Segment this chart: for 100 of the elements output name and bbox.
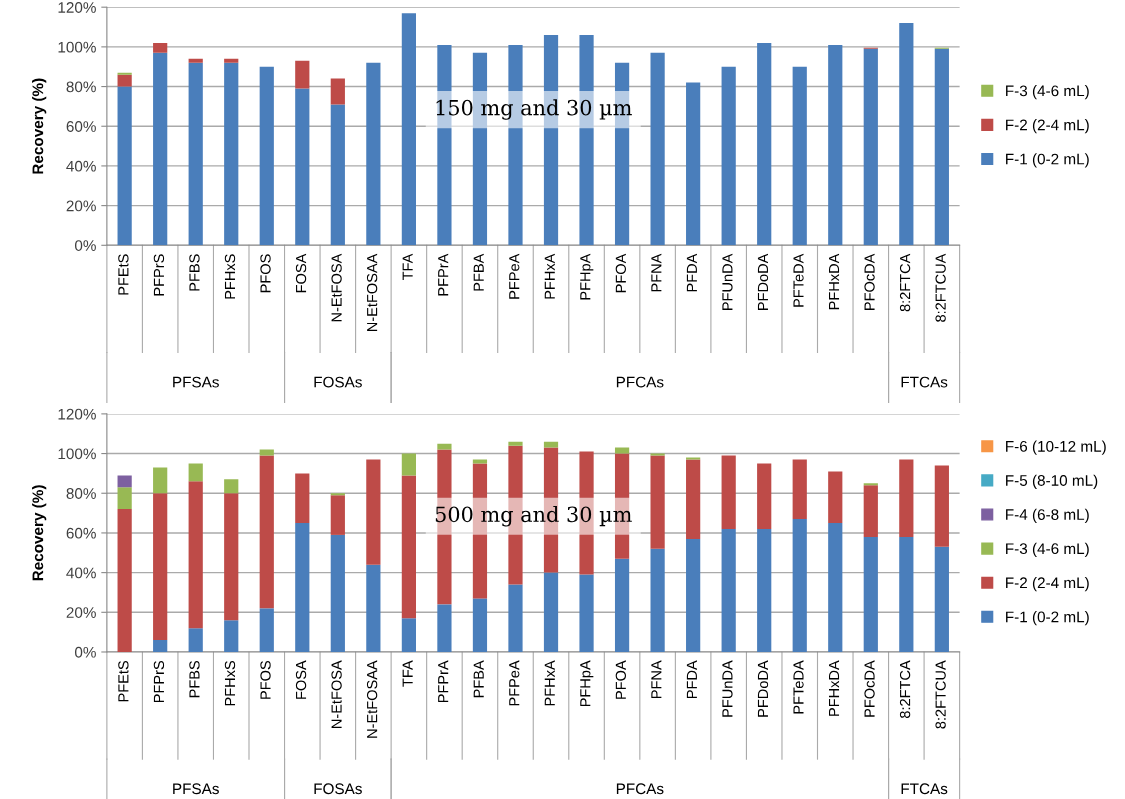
x-tick-label: PFHxA — [544, 253, 555, 299]
bar — [650, 455, 665, 549]
y-tick-label: 60% — [66, 527, 96, 539]
bar — [153, 52, 168, 246]
bar — [330, 495, 345, 535]
y-axis-title: Recovery (%) — [32, 78, 47, 174]
x-tick-label: FOSA — [295, 660, 307, 699]
bar — [259, 455, 274, 609]
x-tick-label: PFDoDA — [757, 253, 769, 310]
x-tick-label: 8:2FTCA — [899, 660, 911, 719]
x-tick-label: PFOA — [615, 660, 626, 699]
bar — [792, 459, 807, 520]
x-tick-label: 8:2FTCUA — [935, 253, 946, 322]
x-tick-label: TFA — [402, 660, 413, 687]
bar — [295, 88, 310, 246]
text: FTCAs — [901, 783, 948, 795]
x-tick-label: PFHxDA — [829, 253, 840, 310]
bar — [401, 13, 416, 246]
text: PFCAs — [616, 783, 664, 795]
bar — [686, 459, 701, 539]
legend-label: F-2 (2-4 mL) — [1006, 119, 1089, 134]
x-tick-label: PFPrS — [153, 254, 165, 296]
bar — [650, 52, 665, 246]
legend-label: F-1 (0-2 mL) — [1006, 153, 1089, 168]
x-tick-label: PFPeA — [509, 253, 520, 299]
x-tick-label: PFUnDA — [722, 660, 733, 717]
x-tick-label: PFOA — [615, 253, 626, 293]
bar — [650, 548, 665, 652]
bar — [686, 538, 701, 652]
bar — [721, 66, 736, 246]
bar — [188, 628, 203, 652]
legend-label: F-6 (10-12 mL) — [1006, 440, 1106, 455]
x-tick-label: PFBA — [473, 660, 484, 698]
bar — [863, 485, 878, 537]
x-tick-label: PFHxDA — [829, 660, 840, 716]
bar — [757, 463, 772, 529]
text: PFSAs — [173, 783, 219, 795]
bar — [721, 455, 736, 529]
x-tick-label: PFBS — [189, 254, 200, 291]
annotation: 500 mg and 30 µm — [435, 506, 632, 527]
y-tick-label: 100% — [58, 41, 96, 53]
x-tick-label: PFOcDA — [864, 253, 875, 310]
y-tick-label: 120% — [58, 408, 96, 420]
x-tick-label: PFEtS — [118, 254, 129, 295]
bar — [508, 441, 523, 446]
legend-label: F-5 (8-10 mL) — [1006, 474, 1098, 489]
x-tick-label: PFNA — [651, 253, 662, 292]
bar — [259, 608, 274, 652]
text: FOSAs — [314, 783, 362, 795]
bar — [757, 528, 772, 652]
x-tick-label: PFNA — [651, 660, 662, 699]
bar — [188, 463, 203, 482]
bar — [401, 475, 416, 619]
y-tick-label: 80% — [66, 81, 96, 93]
bar — [401, 618, 416, 652]
bar — [295, 60, 310, 89]
y-tick-label: 0% — [74, 240, 96, 251]
bar — [153, 467, 168, 494]
bar — [437, 443, 452, 450]
bar — [188, 58, 203, 63]
y-tick-label: 60% — [66, 121, 96, 132]
bar — [117, 74, 132, 87]
bar — [259, 66, 274, 246]
y-tick-label: 40% — [66, 567, 96, 579]
bar — [828, 471, 843, 524]
bar — [828, 44, 843, 246]
x-tick-label: PFOS — [260, 660, 271, 699]
bar — [295, 523, 310, 652]
bar — [437, 604, 452, 652]
bar — [224, 620, 239, 652]
y-tick-label: 120% — [58, 2, 96, 13]
bar — [934, 48, 949, 246]
bar — [117, 86, 132, 246]
bar — [153, 42, 168, 53]
x-tick-label: N-EtFOSAA — [366, 660, 378, 738]
bar — [686, 82, 701, 246]
legend-label: F-3 (4-6 mL) — [1006, 85, 1089, 100]
x-tick-label: PFPrA — [438, 660, 449, 703]
bar — [721, 528, 736, 652]
x-tick-label: TFA — [402, 253, 413, 281]
bar — [188, 481, 203, 629]
bar — [366, 564, 381, 652]
x-tick-label: PFOcDA — [864, 660, 875, 717]
x-tick-label: 8:2FTCUA — [935, 660, 946, 729]
text: PFCAs — [616, 376, 664, 388]
bar — [153, 493, 168, 641]
bar — [899, 23, 914, 246]
bar — [899, 459, 914, 537]
x-tick-label: PFPrS — [153, 660, 165, 703]
bar — [508, 584, 523, 652]
bar — [295, 473, 310, 524]
x-tick-label: PFDA — [686, 253, 697, 292]
y-tick-label: 20% — [66, 200, 96, 212]
bar — [330, 104, 345, 246]
bar — [614, 447, 630, 454]
legend-label: F-1 (0-2 mL) — [1006, 611, 1089, 626]
x-tick-label: PFHpA — [580, 253, 594, 300]
bar — [472, 598, 488, 652]
bar — [792, 66, 807, 246]
bar — [330, 534, 345, 652]
